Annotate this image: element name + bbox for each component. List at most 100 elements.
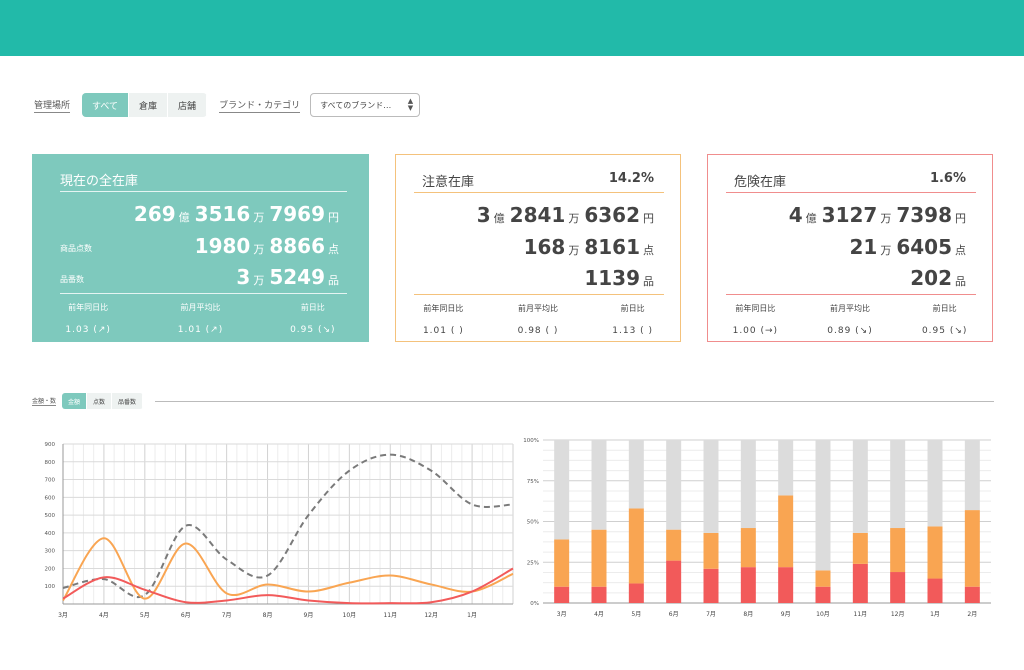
sku-value: 1139 bbox=[584, 266, 640, 290]
sku-value: 5249 bbox=[269, 265, 325, 289]
comparison-label: 前月平均比 bbox=[518, 304, 558, 313]
bar-segment-0 bbox=[852, 563, 868, 603]
filter-bar: 管理場所 すべて 倉庫 店舗 ブランド・カテゴリ すべてのブランド… ▲ ▼ bbox=[34, 92, 421, 118]
metric-option-amount[interactable]: 金額 bbox=[62, 393, 88, 409]
comparison-label: 前年同日比 bbox=[423, 304, 464, 313]
bar-segment-2 bbox=[554, 440, 570, 540]
comparison-value: 0.95 (↘) bbox=[290, 325, 336, 335]
warning-items: 168 万 8161 点 bbox=[524, 235, 654, 259]
x-tick-label: 3月 bbox=[557, 611, 567, 618]
danger-sku: 202 品 bbox=[910, 266, 966, 290]
amount-yen-unit: 円 bbox=[328, 211, 339, 224]
bar-segment-0 bbox=[964, 586, 980, 603]
bar-segment-1 bbox=[852, 532, 868, 564]
divider bbox=[414, 192, 664, 193]
location-option-store[interactable]: 店舗 bbox=[168, 93, 208, 117]
comparison-label: 前月平均比 bbox=[180, 303, 221, 312]
series-line-2 bbox=[62, 567, 514, 605]
amount-yen-unit: 円 bbox=[955, 212, 966, 225]
amount-yen-value: 6362 bbox=[584, 203, 640, 227]
comparison-value: 0.89 (↘) bbox=[827, 326, 873, 336]
amount-man-value: 3127 bbox=[821, 203, 878, 227]
comparison-value: 1.00 (→) bbox=[732, 326, 779, 336]
total-amount: 269 億 3516 万 7969 円 bbox=[134, 202, 339, 226]
brand-select[interactable]: すべてのブランド… ▲ ▼ bbox=[310, 93, 421, 117]
danger-items: 21 万 6405 点 bbox=[849, 235, 966, 259]
bar-segment-1 bbox=[666, 529, 682, 561]
bar-segment-1 bbox=[890, 528, 906, 573]
comparison-row: 前年同日比 1.01 ( ) 前月平均比 0.98 ( ) 前日比 1.13 ( ) bbox=[396, 303, 680, 336]
comparison-value: 1.03 (↗) bbox=[65, 325, 111, 335]
items-man-unit: 万 bbox=[880, 244, 892, 257]
amount-oku-unit: 億 bbox=[178, 211, 190, 224]
bar-segment-2 bbox=[740, 440, 756, 529]
bar-segment-0 bbox=[703, 568, 719, 603]
y-tick-label: 100 bbox=[45, 584, 56, 590]
bar-segment-1 bbox=[964, 510, 980, 587]
bar-segment-0 bbox=[778, 567, 794, 603]
amount-oku-value: 3 bbox=[476, 203, 491, 227]
items-man-unit: 万 bbox=[568, 244, 580, 257]
stacked-bar-chart: 0% 25% 50% 75% 100% 3月 4月 5月 6月 7月 8月 9月 10月 11月 12月 1月… bbox=[523, 438, 991, 618]
comparison-label: 前月平均比 bbox=[830, 304, 870, 313]
sku-label: 品番数 bbox=[60, 275, 84, 284]
select-arrows-icon: ▲ ▼ bbox=[407, 97, 414, 112]
divider bbox=[155, 400, 994, 402]
bar-segment-0 bbox=[890, 572, 906, 603]
amount-man-value: 3516 bbox=[194, 202, 251, 226]
comparison-row: 前年同日比 1.00 (→) 前月平均比 0.89 (↘) 前日比 0.95 (↘) bbox=[708, 303, 992, 336]
amount-oku-unit: 億 bbox=[805, 212, 817, 225]
bar-segment-2 bbox=[852, 440, 868, 533]
location-segmented-control: すべて 倉庫 店舗 bbox=[82, 93, 208, 117]
items-value: 8161 bbox=[584, 235, 640, 259]
x-tick-label: 1月 bbox=[467, 612, 477, 619]
items-man-unit: 万 bbox=[253, 243, 265, 256]
y-tick-label: 600 bbox=[45, 495, 56, 501]
comparison-value: 1.01 (↗) bbox=[177, 325, 224, 335]
y-tick-label: 800 bbox=[45, 460, 56, 466]
bar-segment-1 bbox=[740, 528, 756, 568]
amount-man-value: 2841 bbox=[509, 203, 566, 227]
metric-toggle-bar: 金額・数 金額 点数 品番数 bbox=[32, 393, 994, 409]
bar-segment-1 bbox=[815, 570, 831, 587]
divider bbox=[60, 293, 347, 294]
amount-yen-unit: 円 bbox=[643, 212, 654, 225]
amount-oku-unit: 億 bbox=[493, 212, 505, 225]
comparison-row: 前年同日比 1.03 (↗) 前月平均比 1.01 (↗) 前日比 0.95 (↘) bbox=[32, 302, 369, 335]
bar-segment-2 bbox=[591, 440, 607, 530]
items-man-value: 1980 bbox=[194, 234, 251, 258]
metric-segmented-control: 金額 点数 品番数 bbox=[62, 393, 144, 409]
x-tick-label: 12月 bbox=[891, 611, 905, 618]
bar-segment-2 bbox=[703, 440, 719, 533]
metric-option-sku[interactable]: 品番数 bbox=[112, 393, 144, 409]
comparison-value: 0.98 ( ) bbox=[517, 326, 559, 336]
x-tick-label: 2月 bbox=[967, 611, 977, 618]
comparison-value: 0.95 (↘) bbox=[921, 326, 968, 336]
amount-man-unit: 万 bbox=[253, 211, 265, 224]
x-tick-label: 6月 bbox=[669, 611, 679, 618]
comparison-value: 1.13 ( ) bbox=[612, 326, 654, 336]
sku-unit: 品 bbox=[955, 275, 966, 288]
location-filter-label: 管理場所 bbox=[34, 98, 71, 113]
location-option-all[interactable]: すべて bbox=[82, 93, 130, 117]
metric-option-items[interactable]: 点数 bbox=[87, 393, 113, 409]
brand-filter-label: ブランド・カテゴリ bbox=[219, 98, 301, 113]
bar-segment-1 bbox=[927, 526, 943, 579]
y-tick-label: 75% bbox=[527, 479, 539, 485]
divider bbox=[726, 192, 976, 193]
y-tick-label: 500 bbox=[45, 513, 56, 519]
bar-segment-2 bbox=[666, 440, 682, 530]
metric-label: 金額・数 bbox=[32, 398, 57, 406]
amount-oku-value: 4 bbox=[788, 203, 803, 227]
y-tick-label: 700 bbox=[45, 478, 56, 484]
amount-yen-value: 7398 bbox=[896, 203, 952, 227]
bar-segment-2 bbox=[964, 440, 980, 511]
location-option-warehouse[interactable]: 倉庫 bbox=[129, 93, 169, 117]
card-title: 現在の全在庫 bbox=[60, 174, 139, 189]
sku-value: 202 bbox=[910, 266, 952, 290]
x-tick-label: 8月 bbox=[743, 611, 753, 618]
x-tick-label: 5月 bbox=[140, 612, 150, 619]
